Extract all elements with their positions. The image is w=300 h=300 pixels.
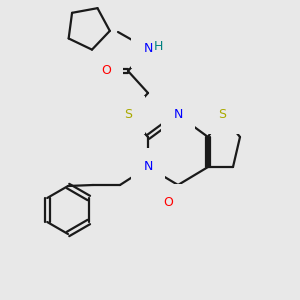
Text: S: S bbox=[124, 109, 132, 122]
Text: O: O bbox=[101, 64, 111, 77]
Text: O: O bbox=[163, 196, 173, 209]
Text: N: N bbox=[173, 109, 183, 122]
Text: S: S bbox=[218, 109, 226, 122]
Text: H: H bbox=[153, 40, 163, 52]
Text: N: N bbox=[143, 43, 153, 56]
Text: N: N bbox=[143, 160, 153, 173]
